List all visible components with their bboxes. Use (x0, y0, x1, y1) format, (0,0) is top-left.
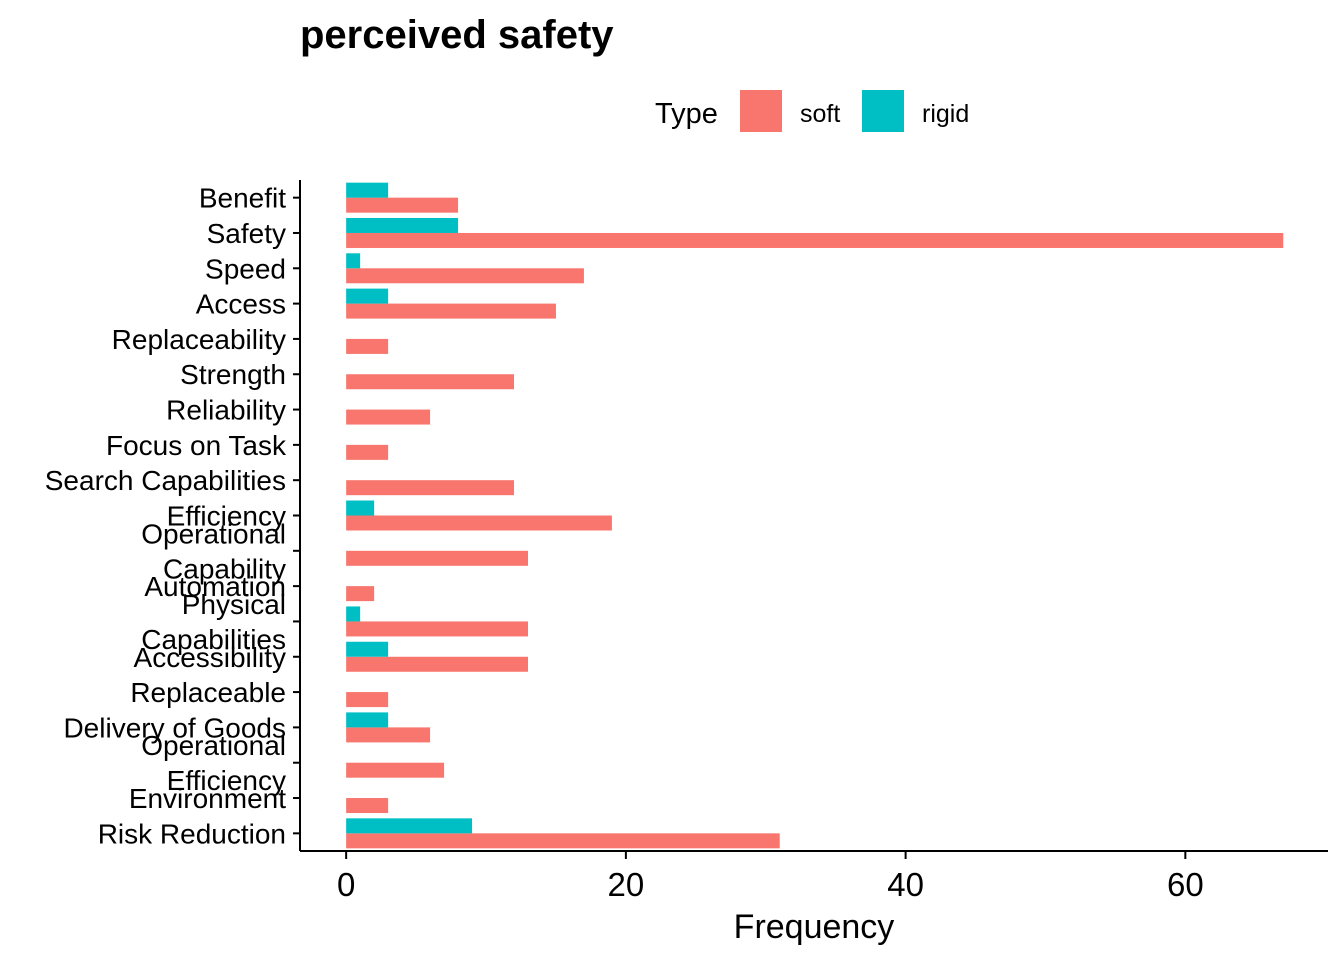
y-tick-label-risk-reduction: Risk Reduction (98, 818, 286, 849)
bar-rigid-access (346, 288, 389, 304)
x-axis-label: Frequency (734, 908, 895, 946)
bar-rigid-delivery-of-goods (346, 712, 389, 728)
x-tick-label-20: 20 (608, 866, 645, 903)
y-tick-label-safety: Safety (207, 218, 286, 249)
bar-soft-risk-reduction (346, 833, 780, 849)
y-tick-label-replaceability: Replaceability (112, 324, 286, 355)
y-tick-label-delivery-of-goods: Delivery of Goods (63, 712, 286, 743)
bar-soft-automation (346, 586, 375, 602)
bar-soft-accessibility (346, 656, 528, 672)
y-tick-label-focus-on-task: Focus on Task (106, 430, 287, 461)
bar-soft-delivery-of-goods (346, 727, 431, 743)
y-axis: Benefit Safety Speed Access Replaceability St… (45, 180, 301, 851)
bar-rigid-accessibility (346, 641, 389, 657)
y-tick-label-access: Access (196, 289, 286, 320)
bar-soft-focus-on-task (346, 444, 389, 460)
y-tick-label-accessibility: Accessibility (134, 642, 286, 673)
bar-soft-speed (346, 268, 584, 284)
bar-rigid-benefit (346, 182, 389, 198)
y-tick-label-reliability: Reliability (166, 395, 286, 426)
bar-soft-operational-capability (346, 550, 528, 566)
y-tick-label-strength: Strength (180, 359, 286, 390)
y-tick-label-operational-efficiency: Operational Efficiency (141, 730, 286, 796)
y-tick-label-operational-capability: Operational Capability (141, 518, 286, 584)
legend-title: Type (655, 98, 718, 130)
bar-soft-operational-efficiency (346, 762, 445, 778)
y-tick-label-efficiency: Efficiency (167, 501, 286, 532)
x-tick-label-40: 40 (887, 866, 924, 903)
bars-layer (346, 182, 1284, 849)
bar-soft-physical-capabilities (346, 621, 528, 637)
bar-rigid-physical-capabilities (346, 606, 361, 622)
bar-soft-environment (346, 798, 389, 814)
bar-soft-search-capabilities (346, 480, 514, 496)
y-tick-label-replaceable: Replaceable (130, 677, 286, 708)
legend-swatch-rigid (862, 90, 904, 132)
legend: Type soft rigid (655, 90, 969, 132)
bar-rigid-speed (346, 253, 361, 269)
legend-label-rigid: rigid (922, 100, 969, 128)
x-axis: 0 20 40 60 (300, 850, 1328, 903)
legend-label-soft: soft (800, 100, 840, 128)
bar-soft-reliability (346, 409, 431, 425)
bar-soft-access (346, 303, 556, 319)
bar-soft-replaceability (346, 338, 389, 354)
legend-swatch-soft (740, 90, 782, 132)
x-tick-label-0: 0 (337, 866, 355, 903)
y-tick-label-environment: Environment (129, 783, 286, 814)
bar-rigid-efficiency (346, 500, 375, 516)
y-tick-label-physical-capabilities: Physical Capabilities (141, 589, 286, 655)
chart-title: perceived safety (300, 13, 614, 57)
bar-soft-efficiency (346, 515, 612, 531)
bar-soft-benefit (346, 197, 459, 213)
bar-soft-strength (346, 374, 514, 390)
y-tick-label-search-capabilities: Search Capabilities (45, 465, 286, 496)
x-tick-label-60: 60 (1167, 866, 1204, 903)
y-tick-label-automation: Automation (144, 571, 286, 602)
bar-rigid-risk-reduction (346, 818, 473, 834)
bar-soft-replaceable (346, 692, 389, 708)
y-tick-label-benefit: Benefit (199, 183, 286, 214)
bar-rigid-safety (346, 217, 459, 233)
bar-soft-safety (346, 232, 1284, 248)
y-tick-label-speed: Speed (205, 253, 286, 284)
